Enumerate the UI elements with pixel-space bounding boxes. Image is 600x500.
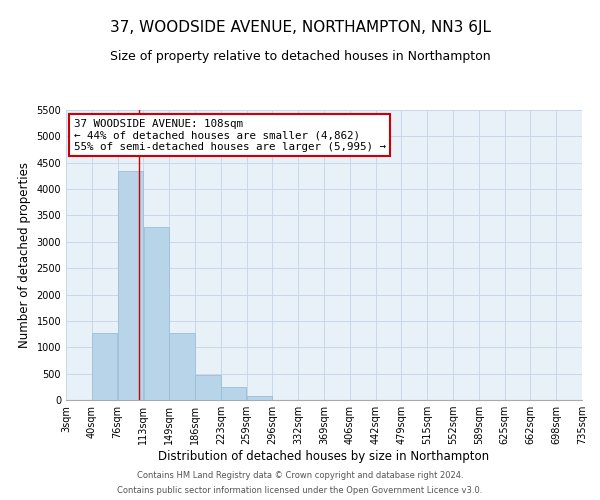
Bar [118, 170, 143, 400]
Text: Contains HM Land Registry data © Crown copyright and database right 2024.: Contains HM Land Registry data © Crown c… [137, 471, 463, 480]
Bar [143, 227, 169, 400]
Text: Contains public sector information licensed under the Open Government Licence v3: Contains public sector information licen… [118, 486, 482, 495]
Text: 37 WOODSIDE AVENUE: 108sqm
← 44% of detached houses are smaller (4,862)
55% of s: 37 WOODSIDE AVENUE: 108sqm ← 44% of deta… [74, 118, 386, 152]
Y-axis label: Number of detached properties: Number of detached properties [18, 162, 31, 348]
X-axis label: Distribution of detached houses by size in Northampton: Distribution of detached houses by size … [158, 450, 490, 463]
Text: Size of property relative to detached houses in Northampton: Size of property relative to detached ho… [110, 50, 490, 63]
Bar [92, 333, 118, 400]
Text: 37, WOODSIDE AVENUE, NORTHAMPTON, NN3 6JL: 37, WOODSIDE AVENUE, NORTHAMPTON, NN3 6J… [110, 20, 491, 35]
Bar [247, 396, 272, 400]
Bar [169, 333, 195, 400]
Bar [195, 374, 221, 400]
Bar [221, 388, 247, 400]
